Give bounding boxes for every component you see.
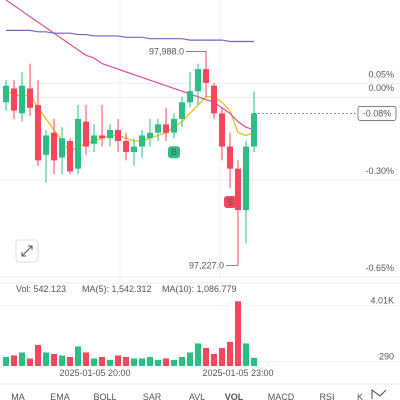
volume-bar bbox=[251, 357, 257, 366]
indicator-tab[interactable]: VOL bbox=[225, 392, 244, 400]
candle-body bbox=[19, 85, 25, 114]
volume-bar bbox=[75, 346, 81, 366]
volume-bar bbox=[11, 355, 17, 366]
volume-bar bbox=[227, 341, 233, 366]
candle-body bbox=[179, 102, 185, 119]
y-tick-label: -0.30% bbox=[365, 166, 394, 176]
candle-body bbox=[235, 168, 241, 211]
candle-body bbox=[43, 135, 49, 155]
volume-bar bbox=[83, 352, 89, 366]
last-price-label: -0.08% bbox=[363, 108, 392, 118]
candle-body bbox=[83, 121, 89, 147]
y-tick-label: 0.00% bbox=[368, 83, 394, 93]
indicator-tab[interactable]: MACD bbox=[268, 392, 295, 400]
x-tick-label: 2025-01-05 23:00 bbox=[202, 368, 273, 378]
indicator-tab[interactable]: RSI bbox=[319, 392, 334, 400]
candle-body bbox=[251, 113, 257, 147]
volume-bar bbox=[139, 358, 145, 366]
volume-bar bbox=[195, 343, 201, 366]
volume-bar bbox=[27, 358, 33, 366]
high-label: 97,988.0 bbox=[149, 46, 184, 56]
candle-body bbox=[115, 129, 121, 141]
candle-body bbox=[35, 105, 41, 161]
indicator-tab[interactable]: MA bbox=[11, 392, 25, 400]
candle-body bbox=[195, 69, 201, 92]
volume-legend: MA(10): 1,086.779 bbox=[162, 284, 237, 294]
last-price-box bbox=[357, 106, 397, 121]
volume-bar bbox=[155, 359, 161, 366]
candle-body bbox=[107, 129, 113, 139]
volume-bar bbox=[179, 356, 185, 366]
indicator-tab[interactable]: BOLL bbox=[93, 392, 116, 400]
candle-body bbox=[59, 138, 65, 158]
trade-marker-label: S bbox=[227, 197, 233, 207]
volume-bar bbox=[187, 352, 193, 366]
candle-body bbox=[227, 146, 233, 169]
candle-body bbox=[155, 124, 161, 133]
volume-bar bbox=[235, 301, 241, 366]
candle-body bbox=[243, 146, 249, 211]
candle-body bbox=[91, 135, 97, 144]
candle-body bbox=[27, 88, 33, 108]
x-tick-label: 2025-01-05 20:00 bbox=[59, 368, 130, 378]
y-tick-label: -0.65% bbox=[365, 263, 394, 273]
candle-body bbox=[131, 146, 137, 153]
volume-legend: MA(5): 1,542.312 bbox=[82, 284, 152, 294]
candle-body bbox=[219, 113, 225, 147]
volume-bar bbox=[123, 356, 129, 366]
volume-bar bbox=[115, 355, 121, 366]
expand-icon bbox=[21, 245, 33, 257]
candle-body bbox=[99, 135, 105, 139]
candle-body bbox=[139, 135, 145, 147]
indicator-tab[interactable]: K bbox=[357, 392, 363, 400]
volume-bar bbox=[219, 347, 225, 366]
indicator-tab[interactable]: SAR bbox=[143, 392, 162, 400]
candle-body bbox=[51, 132, 57, 161]
volume-tick-label: 4.01K bbox=[370, 296, 394, 306]
ma-line bbox=[6, 29, 254, 43]
volume-bar bbox=[51, 353, 57, 366]
candle-body bbox=[67, 141, 73, 172]
volume-bar bbox=[211, 353, 217, 366]
trade-marker[interactable] bbox=[224, 196, 236, 208]
indicator-tab[interactable]: AVL bbox=[189, 392, 205, 400]
settings-icon[interactable] bbox=[371, 389, 387, 399]
candle-body bbox=[187, 91, 193, 103]
volume-bar bbox=[3, 356, 9, 366]
volume-bar bbox=[67, 356, 73, 366]
candle-body bbox=[171, 118, 177, 133]
indicator-tab[interactable]: EMA bbox=[50, 392, 70, 400]
candle-body bbox=[75, 118, 81, 169]
volume-legend: Vol: 542.123 bbox=[16, 284, 66, 294]
volume-bar bbox=[59, 355, 65, 366]
volume-bar bbox=[99, 356, 105, 366]
y-tick-label: 0.05% bbox=[368, 69, 394, 79]
trade-marker-label: B bbox=[171, 147, 177, 157]
volume-bar bbox=[203, 347, 209, 366]
volume-bar bbox=[243, 343, 249, 366]
candle-body bbox=[203, 69, 209, 83]
volume-bar bbox=[131, 358, 137, 366]
volume-bar bbox=[171, 359, 177, 366]
candle-body bbox=[147, 132, 153, 139]
candle-body bbox=[3, 85, 9, 103]
volume-bar bbox=[19, 352, 25, 366]
candle-body bbox=[11, 88, 17, 111]
volume-bar bbox=[35, 344, 41, 366]
volume-bar bbox=[43, 352, 49, 366]
volume-tick-label: 290 bbox=[379, 352, 394, 362]
candle-body bbox=[211, 85, 217, 114]
volume-bar bbox=[163, 358, 169, 366]
candle-body bbox=[123, 141, 129, 153]
candle-body bbox=[163, 124, 169, 133]
trade-marker[interactable] bbox=[168, 146, 180, 159]
volume-bar bbox=[107, 359, 113, 366]
volume-bar bbox=[147, 356, 153, 366]
volume-bar bbox=[91, 358, 97, 366]
low-label: 97,227.0 bbox=[189, 260, 224, 270]
